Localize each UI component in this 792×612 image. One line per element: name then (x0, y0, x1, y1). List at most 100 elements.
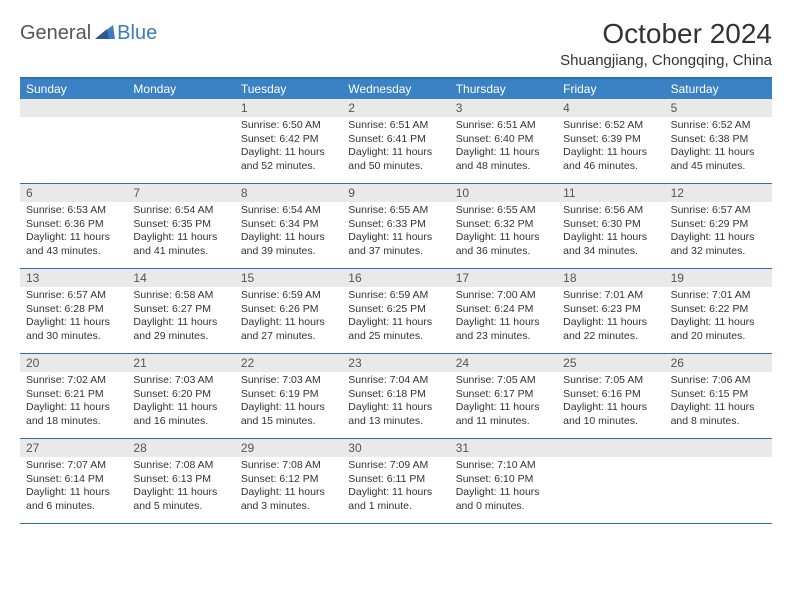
calendar-cell: 18Sunrise: 7:01 AMSunset: 6:23 PMDayligh… (557, 269, 664, 353)
sunrise-text: Sunrise: 6:59 AM (241, 289, 336, 303)
sunrise-text: Sunrise: 7:01 AM (563, 289, 658, 303)
sunrise-text: Sunrise: 6:59 AM (348, 289, 443, 303)
month-title: October 2024 (560, 18, 772, 50)
cell-body: Sunrise: 6:53 AMSunset: 6:36 PMDaylight:… (20, 202, 127, 263)
day-number: 6 (20, 184, 127, 202)
day-number: 28 (127, 439, 234, 457)
calendar-cell (665, 439, 772, 523)
week-row: 27Sunrise: 7:07 AMSunset: 6:14 PMDayligh… (20, 439, 772, 524)
calendar-cell: 14Sunrise: 6:58 AMSunset: 6:27 PMDayligh… (127, 269, 234, 353)
cell-body: Sunrise: 6:56 AMSunset: 6:30 PMDaylight:… (557, 202, 664, 263)
sunrise-text: Sunrise: 7:09 AM (348, 459, 443, 473)
daynames-row: Sunday Monday Tuesday Wednesday Thursday… (20, 79, 772, 99)
cell-body: Sunrise: 7:02 AMSunset: 6:21 PMDaylight:… (20, 372, 127, 433)
sunset-text: Sunset: 6:13 PM (133, 473, 228, 487)
calendar-cell: 16Sunrise: 6:59 AMSunset: 6:25 PMDayligh… (342, 269, 449, 353)
day-number: 31 (450, 439, 557, 457)
week-row: 13Sunrise: 6:57 AMSunset: 6:28 PMDayligh… (20, 269, 772, 354)
day-number (665, 439, 772, 457)
sunset-text: Sunset: 6:28 PM (26, 303, 121, 317)
sunset-text: Sunset: 6:22 PM (671, 303, 766, 317)
sunrise-text: Sunrise: 6:57 AM (671, 204, 766, 218)
cell-body: Sunrise: 6:52 AMSunset: 6:38 PMDaylight:… (665, 117, 772, 178)
daylight-text: Daylight: 11 hours and 16 minutes. (133, 401, 228, 428)
dayname-wednesday: Wednesday (342, 79, 449, 99)
sunset-text: Sunset: 6:29 PM (671, 218, 766, 232)
week-row: 6Sunrise: 6:53 AMSunset: 6:36 PMDaylight… (20, 184, 772, 269)
sunset-text: Sunset: 6:19 PM (241, 388, 336, 402)
day-number: 30 (342, 439, 449, 457)
sunset-text: Sunset: 6:42 PM (241, 133, 336, 147)
cell-body: Sunrise: 7:04 AMSunset: 6:18 PMDaylight:… (342, 372, 449, 433)
sunset-text: Sunset: 6:32 PM (456, 218, 551, 232)
sunrise-text: Sunrise: 6:55 AM (348, 204, 443, 218)
calendar-cell: 24Sunrise: 7:05 AMSunset: 6:17 PMDayligh… (450, 354, 557, 438)
daylight-text: Daylight: 11 hours and 11 minutes. (456, 401, 551, 428)
sunrise-text: Sunrise: 7:10 AM (456, 459, 551, 473)
calendar-cell: 20Sunrise: 7:02 AMSunset: 6:21 PMDayligh… (20, 354, 127, 438)
daylight-text: Daylight: 11 hours and 43 minutes. (26, 231, 121, 258)
cell-body: Sunrise: 7:05 AMSunset: 6:16 PMDaylight:… (557, 372, 664, 433)
sunset-text: Sunset: 6:11 PM (348, 473, 443, 487)
daylight-text: Daylight: 11 hours and 32 minutes. (671, 231, 766, 258)
sunset-text: Sunset: 6:20 PM (133, 388, 228, 402)
sunrise-text: Sunrise: 7:07 AM (26, 459, 121, 473)
day-number: 14 (127, 269, 234, 287)
day-number: 24 (450, 354, 557, 372)
sunset-text: Sunset: 6:10 PM (456, 473, 551, 487)
daylight-text: Daylight: 11 hours and 41 minutes. (133, 231, 228, 258)
day-number: 23 (342, 354, 449, 372)
sunrise-text: Sunrise: 7:03 AM (241, 374, 336, 388)
daylight-text: Daylight: 11 hours and 30 minutes. (26, 316, 121, 343)
day-number: 25 (557, 354, 664, 372)
daylight-text: Daylight: 11 hours and 50 minutes. (348, 146, 443, 173)
calendar-cell: 12Sunrise: 6:57 AMSunset: 6:29 PMDayligh… (665, 184, 772, 268)
cell-body: Sunrise: 6:55 AMSunset: 6:33 PMDaylight:… (342, 202, 449, 263)
day-number (557, 439, 664, 457)
calendar-cell: 27Sunrise: 7:07 AMSunset: 6:14 PMDayligh… (20, 439, 127, 523)
day-number: 18 (557, 269, 664, 287)
calendar-cell: 2Sunrise: 6:51 AMSunset: 6:41 PMDaylight… (342, 99, 449, 183)
daylight-text: Daylight: 11 hours and 27 minutes. (241, 316, 336, 343)
daylight-text: Daylight: 11 hours and 34 minutes. (563, 231, 658, 258)
sunset-text: Sunset: 6:25 PM (348, 303, 443, 317)
calendar-cell: 1Sunrise: 6:50 AMSunset: 6:42 PMDaylight… (235, 99, 342, 183)
cell-body: Sunrise: 6:57 AMSunset: 6:29 PMDaylight:… (665, 202, 772, 263)
sunrise-text: Sunrise: 7:00 AM (456, 289, 551, 303)
sunrise-text: Sunrise: 6:54 AM (133, 204, 228, 218)
day-number (127, 99, 234, 117)
calendar-cell: 4Sunrise: 6:52 AMSunset: 6:39 PMDaylight… (557, 99, 664, 183)
cell-body: Sunrise: 7:05 AMSunset: 6:17 PMDaylight:… (450, 372, 557, 433)
day-number: 11 (557, 184, 664, 202)
header: General Blue October 2024 Shuangjiang, C… (20, 18, 772, 69)
day-number: 13 (20, 269, 127, 287)
cell-body: Sunrise: 6:51 AMSunset: 6:41 PMDaylight:… (342, 117, 449, 178)
calendar-cell: 7Sunrise: 6:54 AMSunset: 6:35 PMDaylight… (127, 184, 234, 268)
sunrise-text: Sunrise: 6:50 AM (241, 119, 336, 133)
dayname-thursday: Thursday (450, 79, 557, 99)
daylight-text: Daylight: 11 hours and 10 minutes. (563, 401, 658, 428)
day-number: 1 (235, 99, 342, 117)
day-number: 21 (127, 354, 234, 372)
logo-triangle-icon (95, 23, 115, 44)
sunrise-text: Sunrise: 6:51 AM (348, 119, 443, 133)
calendar-cell: 6Sunrise: 6:53 AMSunset: 6:36 PMDaylight… (20, 184, 127, 268)
calendar-cell: 26Sunrise: 7:06 AMSunset: 6:15 PMDayligh… (665, 354, 772, 438)
day-number: 12 (665, 184, 772, 202)
calendar-cell: 5Sunrise: 6:52 AMSunset: 6:38 PMDaylight… (665, 99, 772, 183)
sunset-text: Sunset: 6:40 PM (456, 133, 551, 147)
sunset-text: Sunset: 6:18 PM (348, 388, 443, 402)
sunset-text: Sunset: 6:23 PM (563, 303, 658, 317)
logo-text-blue: Blue (117, 22, 157, 45)
week-row: 1 Sunrise: 6:50 AMSunset: 6:42 PM Daylight… (20, 99, 772, 184)
sunset-text: Sunset: 6:33 PM (348, 218, 443, 232)
daylight-text: Daylight: 11 hours and 15 minutes. (241, 401, 336, 428)
sunset-text: Sunset: 6:38 PM (671, 133, 766, 147)
sunrise-text: Sunrise: 7:04 AM (348, 374, 443, 388)
location: Shuangjiang, Chongqing, China (560, 52, 772, 69)
sunrise-text: Sunrise: 6:51 AM (456, 119, 551, 133)
sunrise-text: Sunrise: 7:02 AM (26, 374, 121, 388)
daylight-text: Daylight: 11 hours and 45 minutes. (671, 146, 766, 173)
daylight-text: Daylight: 11 hours and 36 minutes. (456, 231, 551, 258)
day-number: 4 (557, 99, 664, 117)
